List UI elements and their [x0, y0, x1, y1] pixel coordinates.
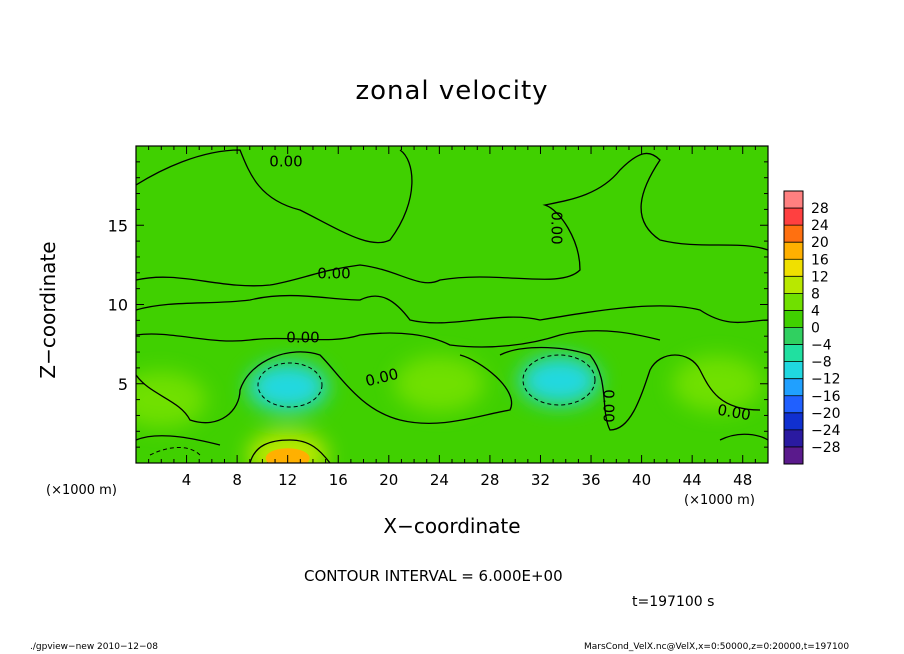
- colorbar-swatch: [784, 225, 803, 243]
- x-tick-label: 32: [531, 471, 550, 489]
- colorbar-swatch: [784, 293, 803, 311]
- colorbar-tick-label: 12: [811, 269, 829, 285]
- contour-labels: 0.000.000.000.000.000.00 0.00: [269, 153, 752, 425]
- colorbar-swatch: [784, 429, 803, 448]
- colorbar-tick-label: −8: [811, 355, 832, 371]
- colorbar-swatch: [784, 327, 803, 345]
- colorbar-tick-label: −28: [811, 440, 841, 456]
- field-feature-3: [136, 371, 207, 428]
- field-feature-5: [672, 355, 763, 412]
- x-tick-label: 40: [632, 471, 651, 489]
- colorbar-tick-label: −16: [811, 389, 841, 405]
- field-feature-0: [247, 362, 328, 412]
- x-axis-label: X−coordinate: [383, 514, 521, 538]
- colorbar-swatch: [784, 361, 803, 379]
- colorbar-tick-label: −24: [811, 423, 841, 439]
- colorbar-tick-label: 20: [811, 235, 829, 251]
- contour-label: 0.00: [548, 211, 566, 244]
- field-feature-4: [394, 355, 485, 412]
- colorbar-swatch: [784, 446, 803, 465]
- colorbar-tick-label: 28: [811, 201, 829, 217]
- x-tick-label: 20: [379, 471, 398, 489]
- x-axis: 4 8 12 16 20 24 28 32 36 40 44 48: [148, 146, 756, 489]
- contour-label: 0.00: [317, 265, 350, 283]
- colorbar-tick-label: 0: [811, 321, 820, 337]
- velocity-field: [136, 146, 768, 463]
- colorbar-tick-label: 8: [811, 286, 820, 302]
- contour-label: 0.00: [286, 329, 319, 347]
- colorbar-tick-label: 4: [811, 303, 820, 319]
- colorbar-tick-label: 24: [811, 218, 829, 234]
- x-tick-label: 24: [430, 471, 449, 489]
- colorbar-tick-label: −12: [811, 372, 841, 388]
- footer-left: ./gpview−new 2010−12−08: [30, 642, 158, 652]
- x-tick-label: 48: [733, 471, 752, 489]
- y-axis: 5 10 15: [108, 161, 768, 448]
- colorbar-swatch: [784, 276, 803, 294]
- colorbar-swatch: [784, 191, 803, 209]
- y-tick-label: 5: [118, 375, 128, 394]
- x-tick-label: 12: [278, 471, 297, 489]
- colorbar-swatch: [784, 378, 803, 397]
- contour-label: 0.00: [716, 401, 752, 425]
- contour-label: 0.00: [269, 153, 302, 171]
- footer-right: MarsCond_VelX.nc@VelX,x=0:50000,z=0:2000…: [584, 642, 850, 652]
- colorbar-swatch: [784, 242, 803, 260]
- colorbar-swatch: [784, 344, 803, 362]
- colorbar-tick-label: 16: [811, 252, 829, 268]
- x-unit-label-left: (×1000 m): [46, 483, 117, 498]
- chart-title: zonal velocity: [355, 76, 549, 106]
- colorbar-tick-label: −4: [811, 338, 832, 354]
- x-tick-label: 16: [329, 471, 348, 489]
- colorbar-swatch: [784, 310, 803, 328]
- colorbar-tick-label: −20: [811, 406, 841, 422]
- x-tick-label: 36: [581, 471, 600, 489]
- colorbar-swatch: [784, 259, 803, 277]
- x-tick-label: 44: [683, 471, 702, 489]
- contour-interval-text: CONTOUR INTERVAL = 6.000E+00: [304, 567, 563, 585]
- colorbar-swatch: [784, 208, 803, 226]
- field-feature-1: [519, 355, 600, 406]
- x-tick-label: 28: [480, 471, 499, 489]
- y-tick-label: 15: [108, 216, 128, 235]
- y-tick-label: 10: [108, 296, 128, 315]
- x-tick-label: 8: [232, 471, 242, 489]
- time-stamp: t=197100 s: [632, 594, 715, 610]
- x-tick-label: 4: [182, 471, 192, 489]
- dashed-contours: [149, 354, 596, 456]
- x-unit-label-right: (×1000 m): [684, 493, 755, 508]
- colorbar-swatch: [784, 395, 803, 414]
- contour-label: 0.00: [600, 389, 618, 422]
- field-background: [136, 146, 768, 463]
- colorbar-swatch: [784, 412, 803, 431]
